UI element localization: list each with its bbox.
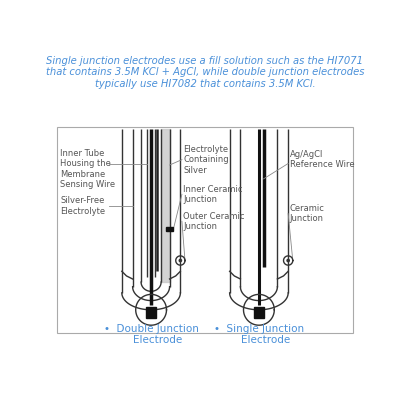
Text: Single junction electrodes use a fill solution such as the HI7071
that contains : Single junction electrodes use a fill so…: [46, 56, 364, 89]
Bar: [166, 227, 174, 231]
Bar: [254, 307, 264, 318]
Text: Outer Ceramic
Junction: Outer Ceramic Junction: [184, 212, 245, 231]
Text: •  Single Junction
    Electrode: • Single Junction Electrode: [214, 324, 304, 345]
Circle shape: [179, 259, 182, 262]
Text: Ag/AgCl
Reference Wire: Ag/AgCl Reference Wire: [290, 150, 354, 169]
Bar: [146, 307, 156, 318]
Text: •  Double Junction
    Electrode: • Double Junction Electrode: [104, 324, 198, 345]
Bar: [57, 126, 353, 333]
Text: Electrolyte
Containing
Silver: Electrolyte Containing Silver: [184, 145, 229, 174]
Text: Ceramic
Junction: Ceramic Junction: [290, 204, 324, 223]
Text: Silver-Free
Electrolyte: Silver-Free Electrolyte: [60, 196, 105, 216]
Circle shape: [287, 259, 289, 262]
Text: Inner Tube
Housing the
Membrane
Sensing Wire: Inner Tube Housing the Membrane Sensing …: [60, 149, 115, 189]
Text: Inner Ceramic
Junction: Inner Ceramic Junction: [184, 185, 243, 204]
